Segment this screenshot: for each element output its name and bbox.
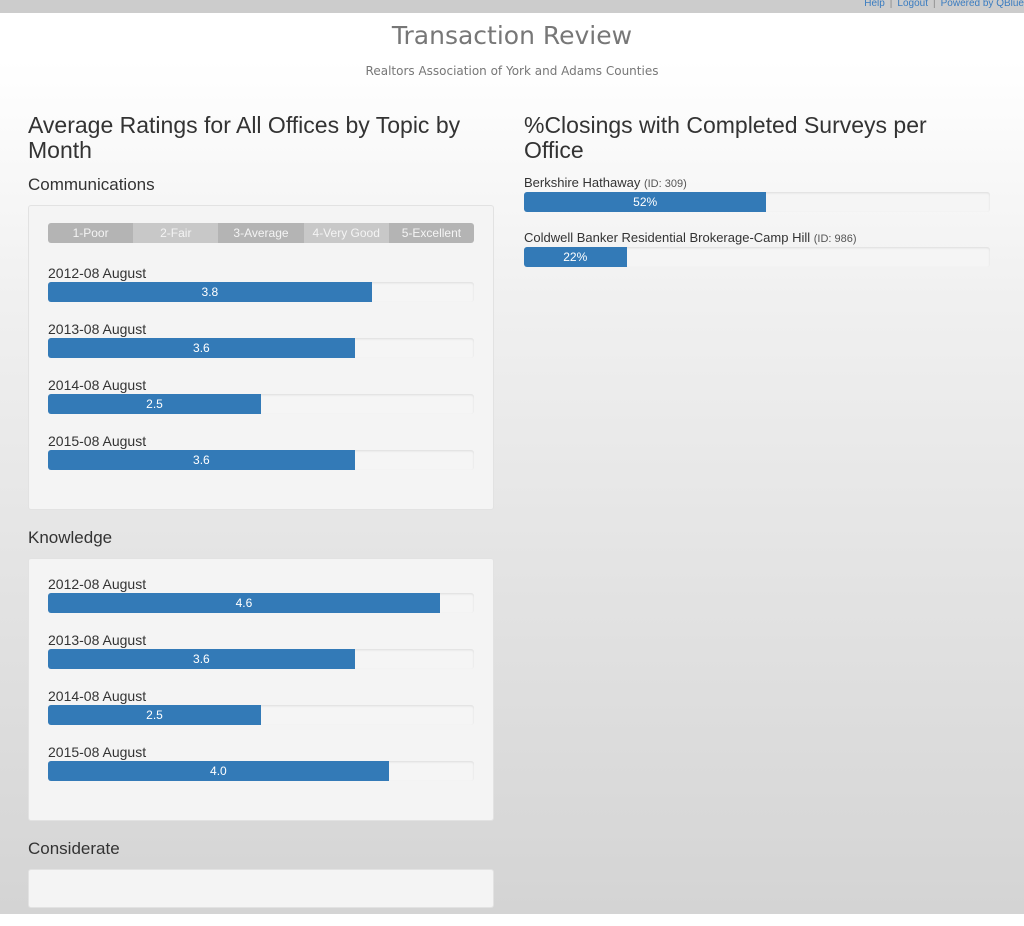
- rating-row: 2014-08 August 2.5: [48, 377, 474, 414]
- topic-panel: [28, 869, 494, 908]
- topic-heading: Knowledge: [28, 528, 113, 547]
- office-label: Coldwell Banker Residential Brokerage-Ca…: [524, 230, 990, 247]
- office-id: (ID: 309): [643, 178, 687, 190]
- closing-bar: 22%: [524, 247, 627, 267]
- rating-label: 2013-08 August: [48, 632, 147, 648]
- rating-label: 2014-08 August: [48, 377, 147, 393]
- rating-bar-track: 3.6: [48, 450, 474, 470]
- ratings-section: Average Ratings for All Offices by Topic…: [28, 113, 494, 926]
- rating-bar: 3.6: [48, 649, 355, 669]
- rating-row: 2014-08 August 2.5: [48, 688, 474, 725]
- rating-bar: 3.6: [48, 450, 355, 470]
- rating-bar: 4.6: [48, 593, 440, 613]
- closings-section: %Closings with Completed Surveys per Off…: [524, 113, 990, 267]
- office-row: Coldwell Banker Residential Brokerage-Ca…: [524, 230, 990, 267]
- rating-label: 2012-08 August: [48, 576, 147, 592]
- topic-heading: Communications: [28, 175, 155, 194]
- logout-link[interactable]: Logout: [897, 0, 928, 9]
- help-link[interactable]: Help: [864, 0, 885, 9]
- topic-panel: 2012-08 August 4.6 2013-08 August 3.6 2014-0…: [28, 558, 494, 821]
- closing-bar-track: 22%: [524, 247, 990, 267]
- rating-bar: 2.5: [48, 705, 261, 725]
- rating-bar-track: 2.5: [48, 705, 474, 725]
- rating-label: 2014-08 August: [48, 688, 147, 704]
- rating-bar-track: 3.6: [48, 649, 474, 669]
- rating-label: 2015-08 August: [48, 433, 147, 449]
- topic-panel: 1-Poor 2-Fair 3-Average 4-Very Good 5-Excell…: [28, 205, 494, 510]
- closing-bar: 52%: [524, 192, 767, 212]
- rating-row: 2013-08 August 3.6: [48, 632, 474, 669]
- rating-bar: 3.6: [48, 338, 355, 358]
- rating-row: 2012-08 August 3.8: [48, 265, 474, 302]
- rating-row: 2013-08 August 3.6: [48, 321, 474, 358]
- legend-item: 1-Poor: [48, 223, 134, 243]
- topic-heading: Considerate: [28, 839, 120, 858]
- legend-item: 2-Fair: [133, 223, 219, 243]
- rating-bar: 4.0: [48, 761, 389, 781]
- rating-bar: 2.5: [48, 394, 261, 414]
- office-name: Berkshire Hathaway: [524, 175, 641, 190]
- rating-bar-track: 4.0: [48, 761, 474, 781]
- rating-bar-track: 3.8: [48, 282, 474, 302]
- rating-row: 2012-08 August 4.6: [48, 576, 474, 613]
- top-bar: Help | Logout | Powered by QBlue: [0, 0, 1024, 13]
- rating-row: 2015-08 August 3.6: [48, 433, 474, 470]
- office-id: (ID: 986): [813, 233, 857, 245]
- rating-bar-track: 2.5: [48, 394, 474, 414]
- page-title: Transaction Review: [391, 21, 633, 50]
- legend-item: 3-Average: [218, 223, 304, 243]
- rating-row: 2015-08 August 4.0: [48, 744, 474, 781]
- page-subtitle: Realtors Association of York and Adams C…: [365, 64, 659, 78]
- rating-bar: 3.8: [48, 282, 372, 302]
- closings-title: %Closings with Completed Surveys per Off…: [524, 112, 927, 163]
- office-row: Berkshire Hathaway (ID: 309) 52%: [524, 175, 990, 212]
- rating-bar-track: 4.6: [48, 593, 474, 613]
- rating-label: 2015-08 August: [48, 744, 147, 760]
- closing-bar-track: 52%: [524, 192, 990, 212]
- rating-label: 2013-08 August: [48, 321, 147, 337]
- rating-bar-track: 3.6: [48, 338, 474, 358]
- rating-legend: 1-Poor 2-Fair 3-Average 4-Very Good 5-Excell…: [48, 223, 474, 243]
- office-name: Coldwell Banker Residential Brokerage-Ca…: [524, 230, 811, 245]
- ratings-title: Average Ratings for All Offices by Topic…: [28, 112, 461, 163]
- rating-label: 2012-08 August: [48, 265, 147, 281]
- office-label: Berkshire Hathaway (ID: 309): [524, 175, 990, 192]
- legend-item: 4-Very Good: [303, 223, 389, 243]
- legend-item: 5-Excellent: [388, 223, 474, 243]
- powered-by-link[interactable]: Powered by QBlue: [940, 0, 1024, 9]
